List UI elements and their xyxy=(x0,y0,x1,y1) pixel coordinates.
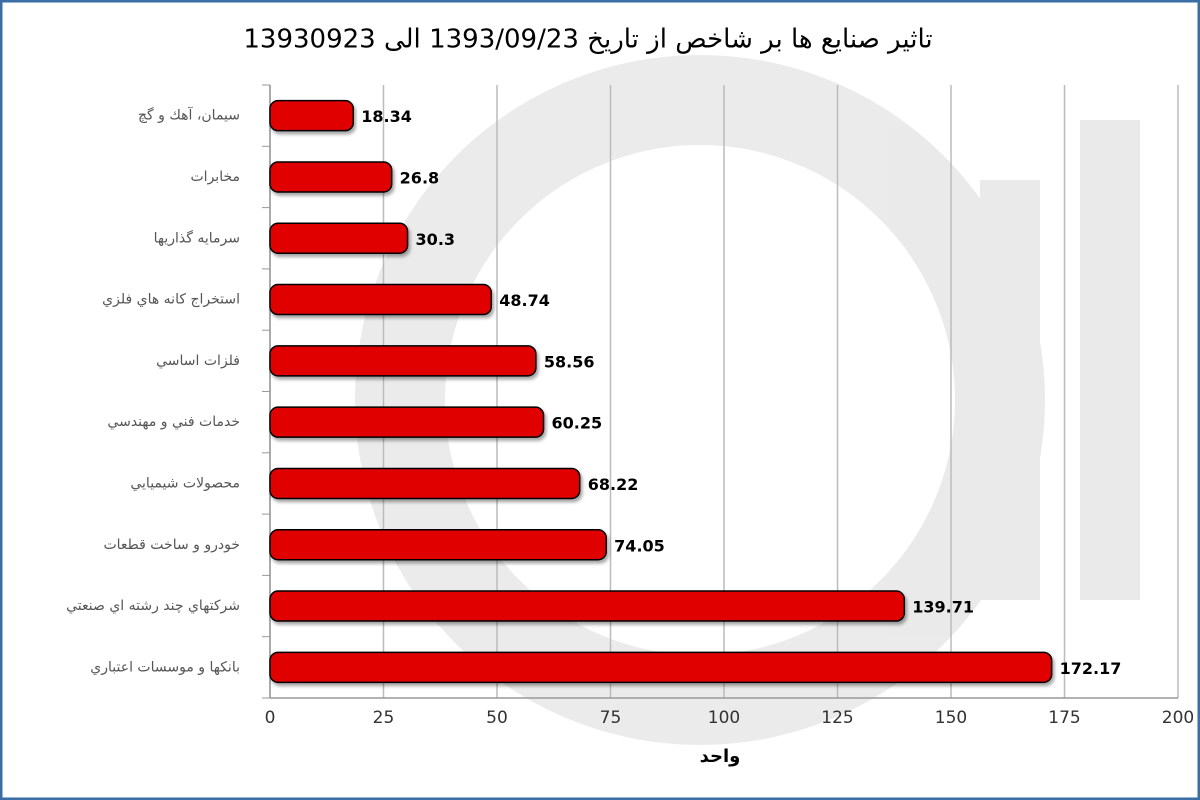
y-tick-label: محصولات شيميايي xyxy=(130,475,240,491)
y-tick-label: سرمايه گذاريها xyxy=(154,229,240,246)
data-label: 139.71 xyxy=(912,598,974,617)
bar xyxy=(269,406,545,438)
watermark xyxy=(355,55,1140,745)
x-tick-label: 200 xyxy=(1162,708,1194,728)
x-tick-label: 25 xyxy=(373,708,395,728)
y-tick-label: بانكها و موسسات اعتباري xyxy=(90,659,240,675)
data-label: 172.17 xyxy=(1060,659,1122,678)
x-tick-label: 175 xyxy=(1048,708,1080,728)
y-tick-label: سيمان، آهك و گچ xyxy=(138,107,240,124)
bar xyxy=(269,222,409,254)
data-label: 74.05 xyxy=(614,536,665,555)
y-tick-label: خدمات فني و مهندسي xyxy=(107,414,240,430)
x-tick-label: 75 xyxy=(600,708,622,728)
chart-title: تاثير صنايع ها بر شاخص از تاريخ 1393/09/… xyxy=(243,25,932,55)
bar xyxy=(269,529,607,561)
y-tick-label: مخابرات xyxy=(191,169,241,185)
x-tick-label: 150 xyxy=(935,708,967,728)
data-label: 30.3 xyxy=(416,230,455,249)
data-label: 48.74 xyxy=(499,291,550,310)
bar xyxy=(269,590,906,622)
bar xyxy=(269,161,393,193)
bar xyxy=(269,345,537,377)
bar xyxy=(269,99,355,132)
y-tick-label: خودرو و ساخت قطعات xyxy=(103,537,240,553)
data-label: 26.8 xyxy=(400,168,439,187)
bar xyxy=(269,467,581,500)
x-tick-label: 125 xyxy=(821,708,853,728)
x-tick-label: 0 xyxy=(265,708,276,728)
x-axis-label: واحد xyxy=(700,746,741,767)
data-label: 68.22 xyxy=(588,475,639,494)
data-label: 18.34 xyxy=(361,107,412,126)
y-tick-label: استخراج كانه هاي فلزي xyxy=(102,292,240,308)
bar xyxy=(269,283,493,316)
x-tick-label: 100 xyxy=(708,708,740,728)
data-label: 58.56 xyxy=(544,352,595,371)
y-tick-label: فلزات اساسي xyxy=(156,353,240,369)
y-tick-label: شركتهاي چند رشته اي صنعتي xyxy=(66,598,240,614)
bar xyxy=(269,651,1053,684)
data-label: 60.25 xyxy=(552,414,603,433)
x-tick-label: 50 xyxy=(486,708,508,728)
